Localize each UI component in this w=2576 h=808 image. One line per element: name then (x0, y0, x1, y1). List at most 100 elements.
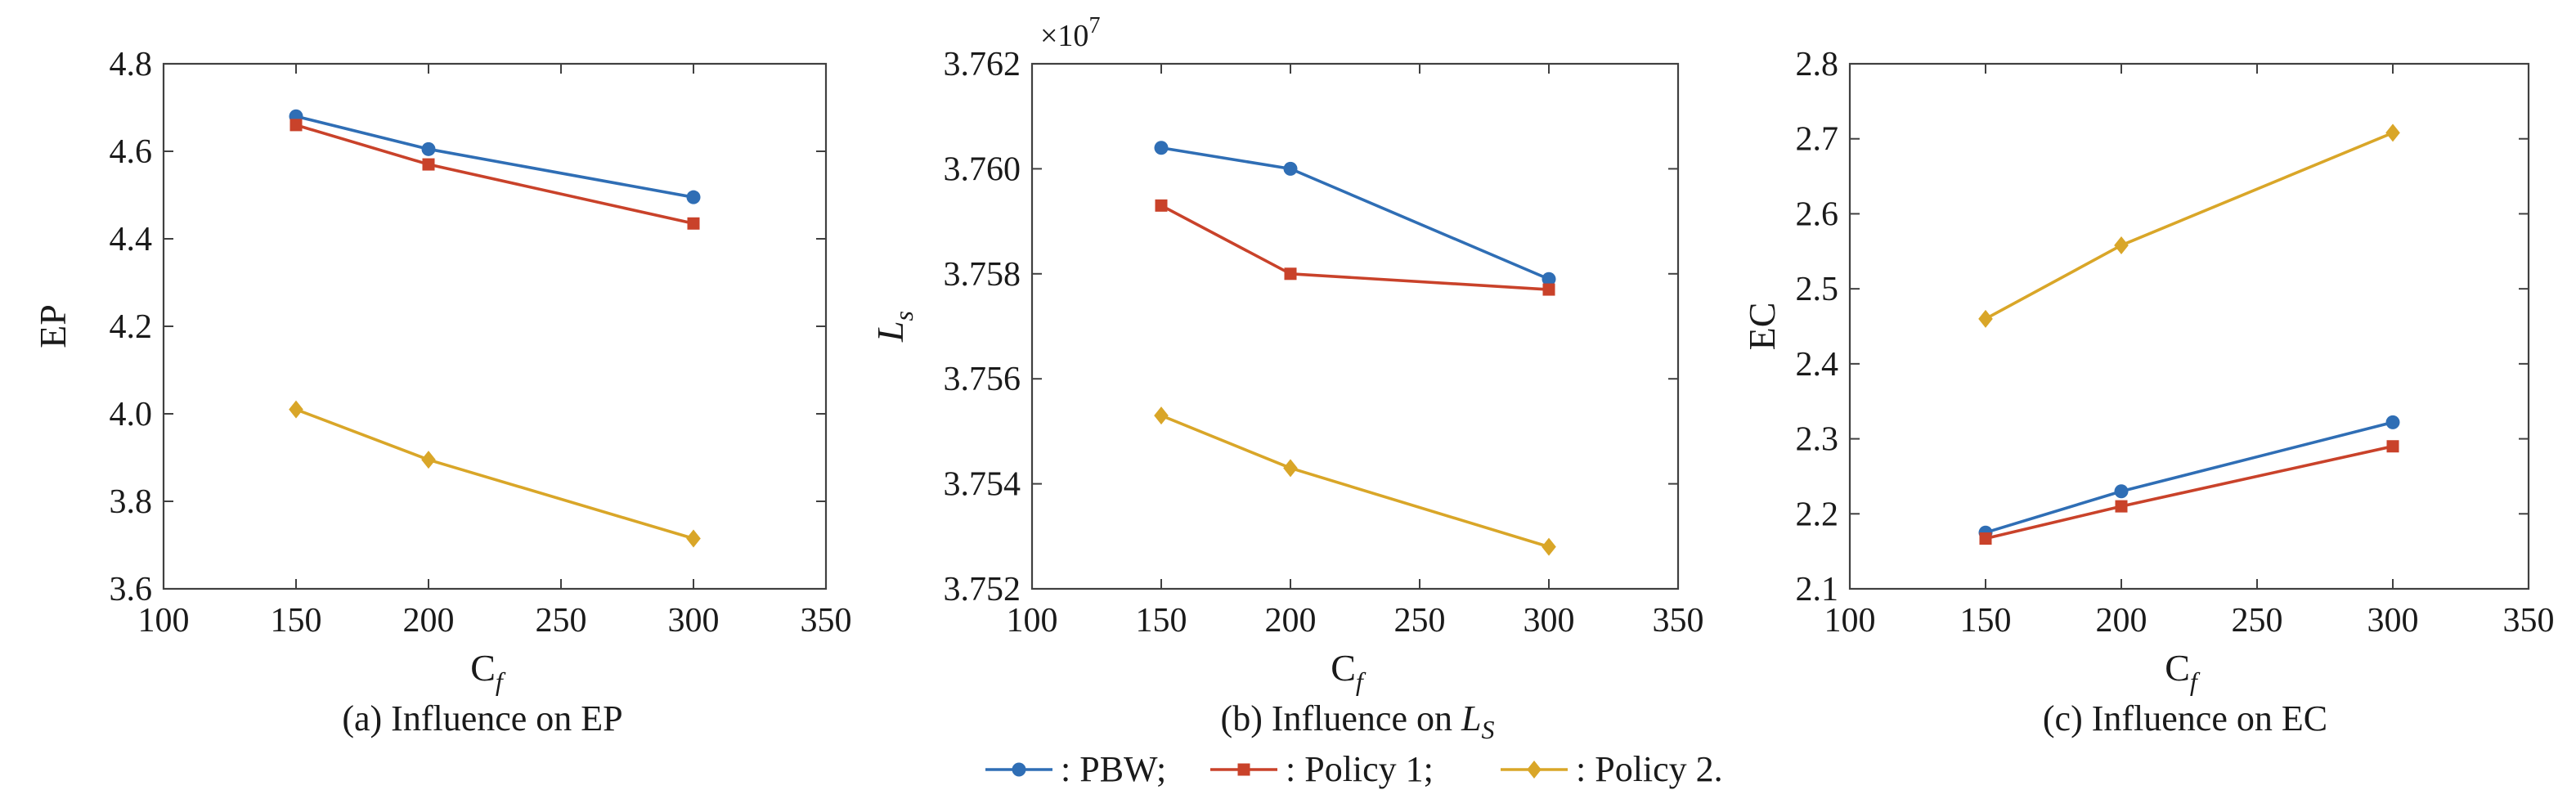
data-point-pbw (1542, 272, 1556, 286)
x-tick-label: 100 (1007, 602, 1058, 640)
y-tick-label: 3.756 (944, 361, 1021, 398)
x-tick-label: 100 (1824, 602, 1876, 640)
chart-caption: (c) Influence on EC (2043, 698, 2327, 738)
series-line-policy1 (1160, 204, 1550, 291)
y-axis-label-main: EC (1741, 303, 1783, 351)
y-axis-label-main: EP (32, 304, 74, 348)
x-tick-label: 200 (2096, 602, 2147, 640)
y-axis-label: Ls (869, 311, 918, 343)
x-tick-label: 150 (1960, 602, 2012, 640)
data-point-policy2 (1542, 537, 1556, 556)
exponent-power: 7 (1088, 13, 1100, 38)
y-tick-label: 3.752 (944, 571, 1021, 608)
x-tick-label: 350 (2503, 602, 2555, 640)
x-tick-label: 350 (801, 602, 852, 640)
y-axis-label: EC (1741, 303, 1783, 351)
x-axis-label-main: C (1331, 647, 1356, 689)
x-tick-label: 200 (403, 602, 455, 640)
data-point-policy2 (2385, 123, 2400, 142)
series-line-policy1 (1985, 444, 2394, 541)
y-tick-label: 2.4 (1796, 346, 1839, 384)
data-point-policy2 (1154, 406, 1169, 425)
y-tick-label: 2.3 (1796, 421, 1839, 459)
legend-label: : PBW; (1061, 749, 1166, 789)
y-tick-label: 3.8 (110, 483, 153, 521)
series-line-policy2 (295, 407, 694, 541)
y-tick-label: 4.6 (110, 133, 153, 171)
x-tick-label: 250 (536, 602, 587, 640)
y-tick-label: 4.0 (110, 396, 153, 433)
x-tick-label: 300 (668, 602, 720, 640)
legend-marker-pbw (1012, 762, 1026, 777)
legend-label: : Policy 2. (1576, 749, 1723, 789)
x-tick-label: 100 (138, 602, 190, 640)
data-point-policy1 (2386, 440, 2399, 453)
plot-frame (162, 62, 828, 590)
caption-math: L (1461, 698, 1481, 738)
series-line-pbw (295, 114, 694, 199)
x-tick-label: 150 (271, 602, 322, 640)
y-tick-label: 2.8 (1796, 46, 1839, 83)
y-tick-label: 2.7 (1796, 121, 1839, 159)
data-point-policy1 (687, 217, 700, 230)
legend-item-pbw: : PBW; (985, 749, 1166, 789)
x-tick-label: 350 (1653, 602, 1704, 640)
data-point-policy1 (1542, 283, 1555, 296)
data-point-policy2 (2114, 236, 2129, 254)
y-axis-label: EP (32, 304, 74, 348)
data-point-pbw (2114, 484, 2129, 499)
data-point-policy1 (1155, 199, 1168, 212)
y-tick-label: 3.760 (944, 150, 1021, 188)
y-axis-exponent: ×107 (1040, 13, 1100, 53)
x-tick-label: 300 (2367, 602, 2419, 640)
data-point-pbw (1154, 141, 1169, 155)
caption-text: (b) Influence on (1221, 698, 1461, 738)
x-tick-label: 150 (1136, 602, 1187, 640)
plot-frame (1030, 62, 1680, 590)
data-point-policy1 (2115, 500, 2128, 513)
y-axis-label-main: L (869, 321, 911, 343)
data-point-policy1 (1284, 267, 1297, 281)
chart-ep: 100 150 200 250 300 350 3.6 3.8 4.0 4.2 4.4 4.6 4.8 C… (32, 46, 852, 738)
y-tick-label: 3.762 (944, 46, 1021, 83)
plot-frame (1848, 62, 2530, 590)
x-axis-label-main: C (470, 647, 496, 689)
y-axis-label-sub: s (889, 311, 918, 321)
y-tick-label: 2.1 (1796, 571, 1839, 608)
caption-math-sub: S (1481, 715, 1494, 744)
x-axis-label: Cf (2165, 647, 2201, 696)
data-point-policy1 (289, 119, 303, 132)
series-line-pbw (1985, 420, 2394, 534)
x-axis-label-main: C (2165, 647, 2190, 689)
data-point-pbw (2385, 415, 2400, 429)
chart-ls: 100 150 200 250 300 350 3.752 3.754 3.756 3.758 3.… (869, 13, 1704, 744)
legend-item-policy2: : Policy 2. (1501, 749, 1723, 789)
chart-caption: (b) Influence on LS (1221, 698, 1495, 744)
data-point-policy2 (1978, 309, 1993, 328)
series-line-policy2 (1160, 414, 1550, 549)
y-tick-label: 4.8 (110, 46, 153, 83)
data-point-policy2 (289, 400, 303, 419)
exponent-base: ×10 (1040, 19, 1088, 53)
x-axis-label: Cf (1331, 647, 1367, 696)
chart-caption: (a) Influence on EP (342, 698, 622, 738)
data-point-policy2 (1283, 459, 1298, 478)
x-tick-label: 300 (1524, 602, 1575, 640)
x-axis-label-sub: f (2190, 667, 2201, 696)
x-tick-label: 250 (2232, 602, 2283, 640)
y-tick-label: 4.4 (110, 221, 153, 258)
data-point-pbw (1283, 161, 1298, 176)
legend-marker-policy1 (1237, 763, 1250, 776)
legend-marker-policy2 (1527, 761, 1542, 779)
x-tick-label: 250 (1394, 602, 1446, 640)
legend-label: : Policy 1; (1286, 749, 1434, 789)
y-tick-label: 3.754 (944, 466, 1021, 504)
x-axis-label: Cf (470, 647, 506, 696)
caption-text: (c) Influence on EC (2043, 698, 2327, 738)
series-line-policy2 (1985, 131, 2394, 321)
data-point-policy2 (421, 451, 436, 469)
legend-item-policy1: : Policy 1; (1210, 749, 1434, 789)
y-tick-label: 3.758 (944, 256, 1021, 294)
data-point-pbw (421, 141, 436, 156)
